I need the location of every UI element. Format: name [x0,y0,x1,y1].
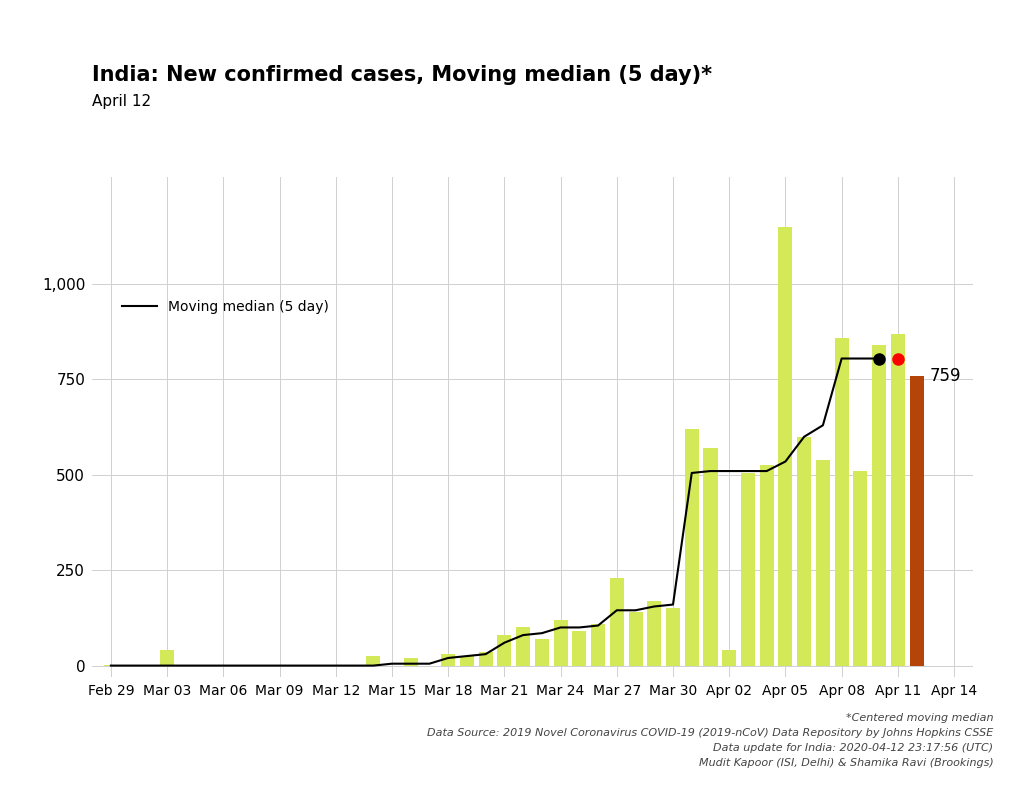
Bar [872,345,886,666]
Text: *Centered moving median
Data Source: 2019 Novel Coronavirus COVID-19 (2019-nCoV): *Centered moving median Data Source: 201… [427,713,993,767]
Bar [835,338,849,666]
Bar [778,227,793,666]
Bar [591,624,605,666]
Bar [629,613,643,666]
Bar [853,471,867,666]
Bar [441,654,456,666]
Bar [760,465,774,666]
Bar [909,376,924,666]
Bar [722,650,736,666]
Text: April 12: April 12 [92,93,152,109]
Bar [516,627,530,666]
Bar [498,635,511,666]
Bar [160,650,174,666]
Bar [535,639,549,666]
Bar [685,429,698,666]
Bar [741,473,755,666]
Bar [891,334,905,666]
Bar [816,459,829,666]
Bar [367,656,380,666]
Bar [554,620,567,666]
Bar [609,578,624,666]
Text: India: New confirmed cases, Moving median (5 day)*: India: New confirmed cases, Moving media… [92,64,713,85]
Bar [647,600,662,666]
Bar [666,609,680,666]
Bar [797,437,811,666]
Bar [703,448,718,666]
Legend: Moving median (5 day): Moving median (5 day) [117,294,335,319]
Text: 759: 759 [930,367,962,385]
Bar [460,656,474,666]
Bar [572,631,587,666]
Bar [403,658,418,666]
Bar [478,652,493,666]
